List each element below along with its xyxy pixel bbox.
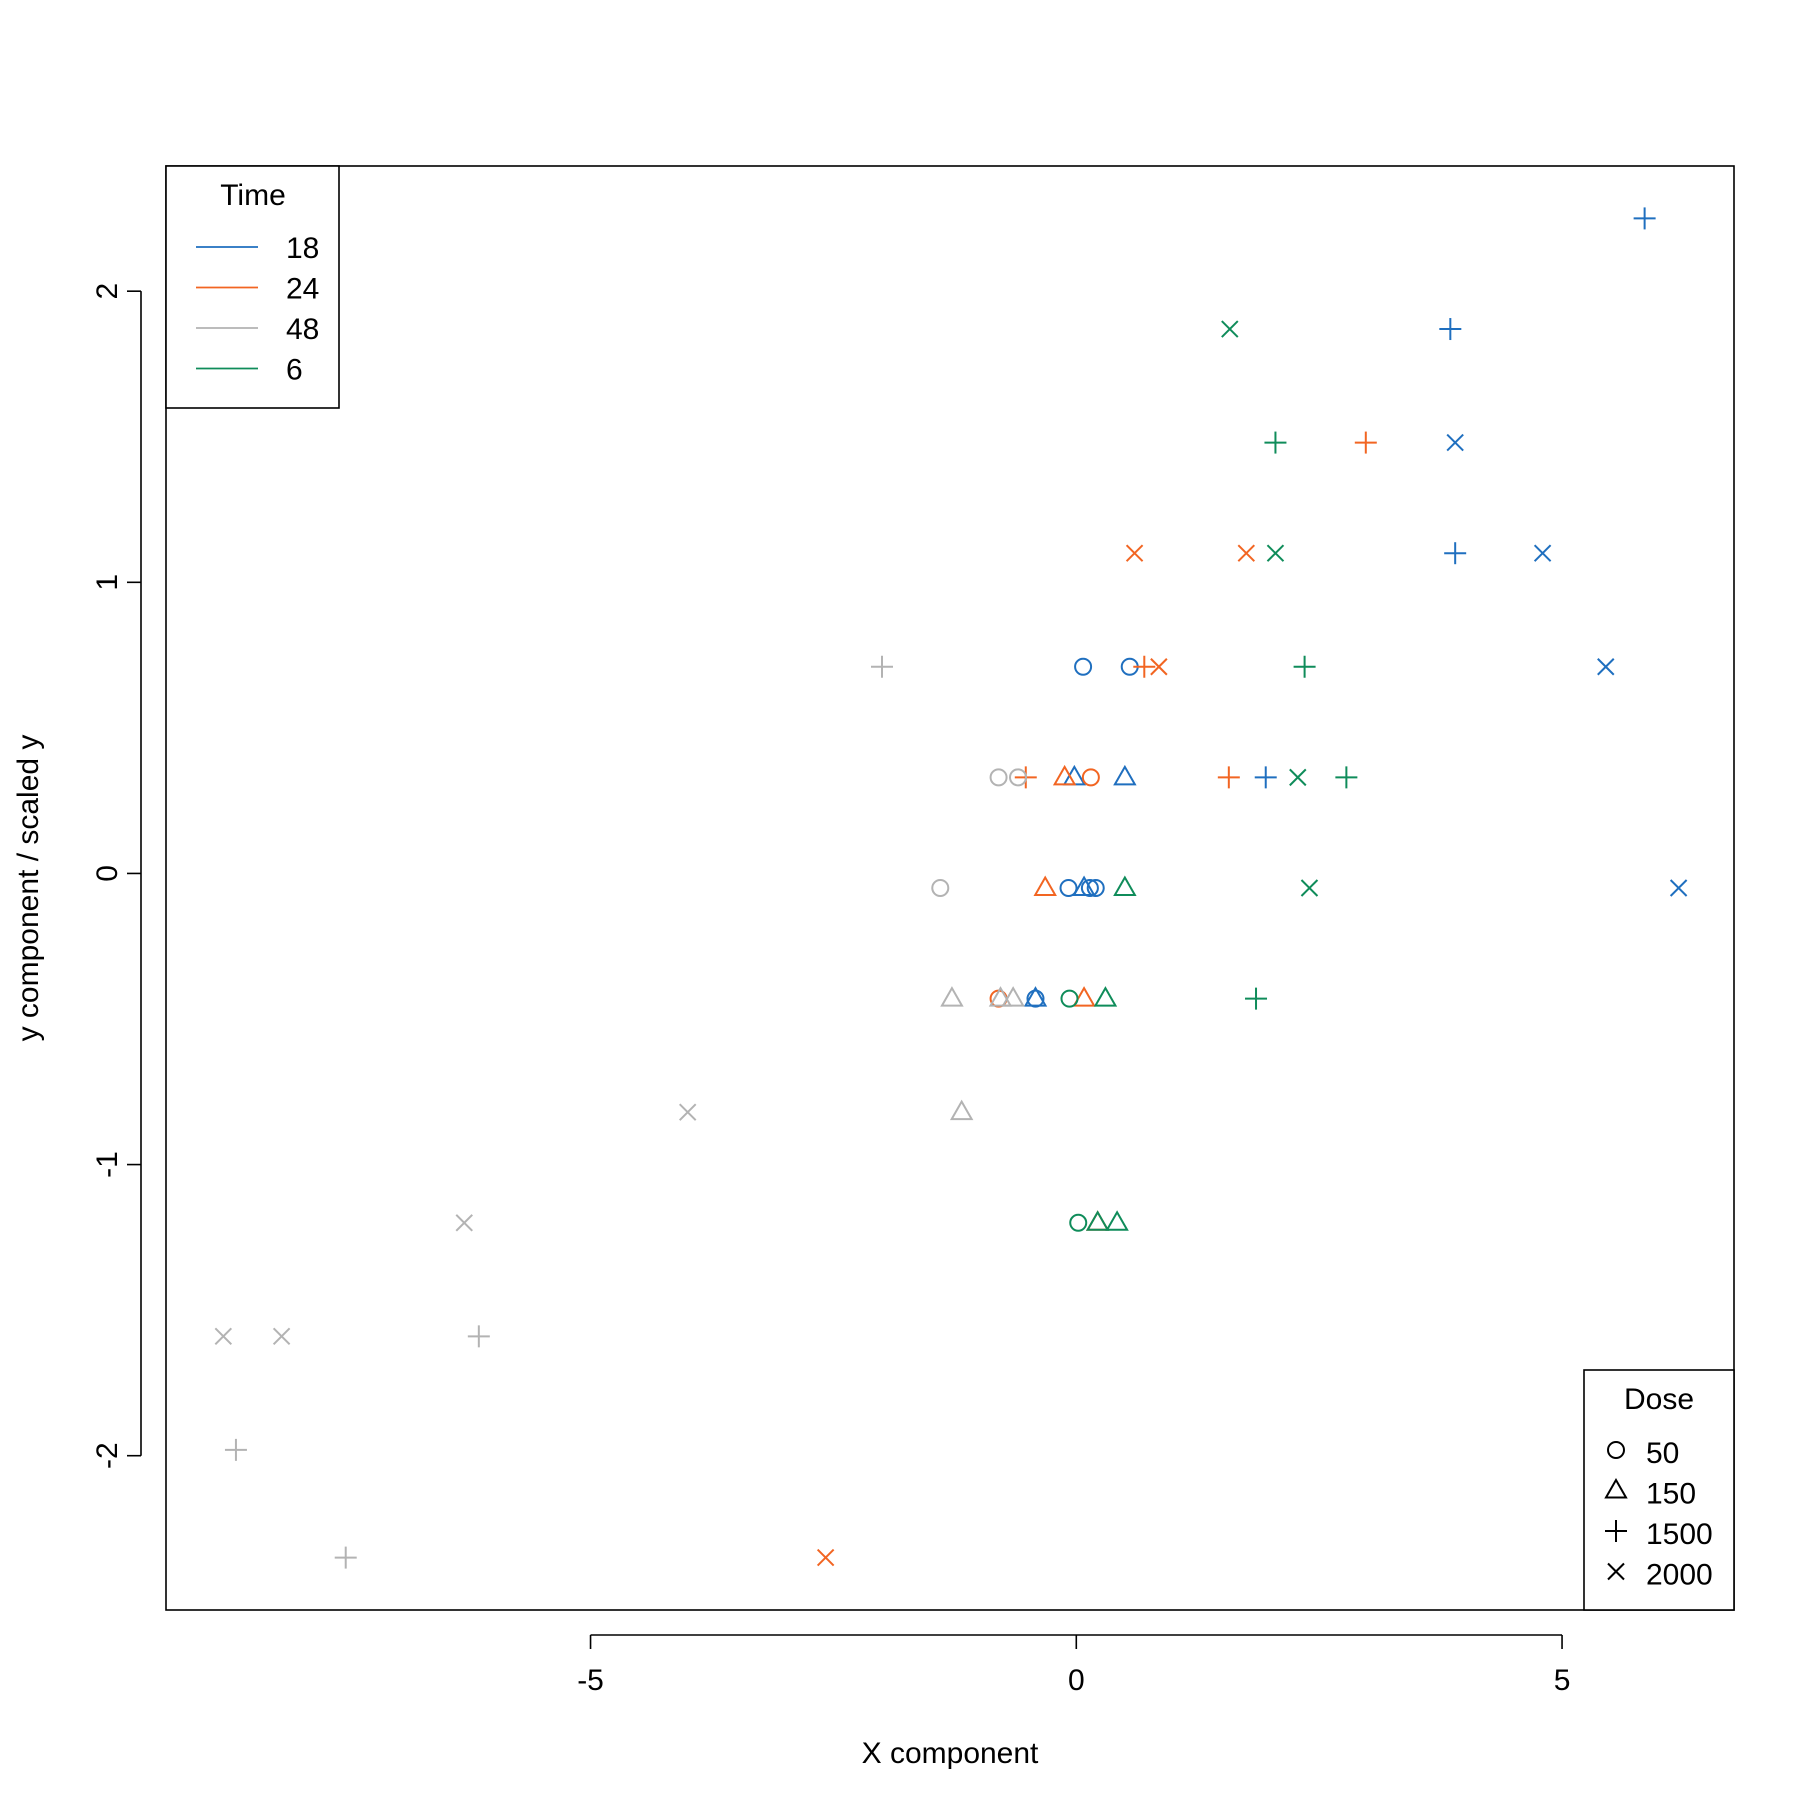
y-tick-label: -2 — [91, 1442, 124, 1469]
data-point — [1060, 989, 1079, 1008]
data-point — [1085, 1210, 1110, 1231]
time-legend-title: Time — [220, 179, 286, 212]
data-point — [1217, 766, 1240, 789]
plot-frame — [165, 165, 1735, 1611]
data-point — [1105, 1210, 1129, 1231]
x-axis-label: X component — [862, 1737, 1039, 1770]
data-point — [334, 1546, 357, 1569]
time-legend-items: 18 24 48 6 — [196, 232, 319, 387]
data-point — [949, 1099, 974, 1121]
time-legend-label: 18 — [286, 232, 319, 265]
dose-legend-title: Dose — [1624, 1383, 1694, 1416]
data-point — [1335, 766, 1358, 789]
data-point — [1237, 544, 1256, 562]
data-point — [1085, 1210, 1110, 1231]
data-point — [1669, 879, 1688, 897]
data-point — [1072, 875, 1096, 896]
data-point — [1059, 879, 1078, 897]
data-point — [1533, 544, 1552, 562]
y-tick-label: 2 — [91, 283, 124, 300]
data-point — [1052, 764, 1077, 786]
data-point — [224, 1438, 247, 1461]
data-point — [1633, 207, 1656, 230]
data-point — [989, 768, 1008, 787]
data-point — [1125, 544, 1144, 562]
data-point — [1133, 655, 1156, 678]
data-point — [1289, 768, 1307, 787]
dose-legend: Dose 50 150 1500 2000 — [1583, 1369, 1735, 1611]
data-point — [1254, 766, 1277, 789]
dose-legend-label: 50 — [1646, 1437, 1679, 1470]
x-tick-label: 0 — [1068, 1664, 1085, 1697]
data-point — [1300, 879, 1319, 897]
y-tick-label: -1 — [91, 1151, 124, 1178]
data-point — [1026, 989, 1045, 1008]
data-point — [1033, 875, 1057, 896]
data-point — [1264, 431, 1287, 454]
data-point — [1221, 320, 1239, 338]
data-point — [1069, 1213, 1088, 1232]
x-tick-label: 5 — [1554, 1664, 1571, 1697]
dose-legend-symbol — [1604, 1477, 1628, 1499]
dose-legend-items: 50 150 1500 2000 — [1604, 1437, 1713, 1592]
data-point — [272, 1327, 291, 1346]
data-point — [467, 1325, 490, 1348]
data-point — [1266, 544, 1285, 562]
data-point — [1081, 768, 1100, 787]
time-legend-label: 6 — [286, 354, 303, 387]
data-point — [1074, 657, 1093, 676]
data-point — [940, 986, 964, 1007]
data-point — [1001, 986, 1025, 1007]
data-point — [1080, 879, 1099, 897]
time-legend-label: 48 — [286, 313, 319, 346]
data-point — [1293, 655, 1316, 678]
dose-legend-label: 150 — [1646, 1478, 1696, 1511]
dose-legend-symbol — [1605, 1520, 1627, 1542]
data-point — [1093, 986, 1118, 1007]
data-point — [1245, 987, 1268, 1010]
data-point — [870, 655, 893, 678]
data-point — [816, 1548, 835, 1567]
y-tick-label: 1 — [91, 574, 124, 591]
data-point — [988, 986, 1013, 1007]
y-axis-label: y component / scaled y — [12, 735, 45, 1042]
data-point — [1597, 658, 1615, 676]
data-point — [1086, 879, 1105, 897]
y-tick-label: 0 — [91, 865, 124, 882]
dose-legend-box — [1583, 1369, 1735, 1611]
dose-legend-label: 2000 — [1646, 1559, 1713, 1592]
data-point — [931, 879, 950, 897]
data-point — [1444, 542, 1467, 565]
data-point — [1354, 431, 1377, 454]
dose-legend-label: 1500 — [1646, 1518, 1713, 1551]
dose-legend-symbol — [1607, 1441, 1625, 1459]
axes-layer: -5 0 5 -2 -1 0 1 2 — [91, 283, 1570, 1697]
data-point — [1009, 768, 1028, 787]
time-legend-label: 24 — [286, 273, 319, 306]
dose-legend-symbol — [1607, 1562, 1625, 1581]
data-point — [1113, 875, 1137, 896]
time-legend: Time 18 24 48 6 — [165, 165, 340, 409]
data-point — [1439, 318, 1462, 341]
data-point — [1072, 986, 1096, 1007]
data-point — [1446, 433, 1464, 452]
data-point — [214, 1327, 233, 1346]
data-point — [455, 1214, 473, 1232]
data-point — [678, 1103, 697, 1121]
data-point — [1062, 764, 1087, 786]
data-point — [1150, 658, 1168, 676]
points-layer — [214, 207, 1688, 1569]
x-tick-label: -5 — [577, 1664, 604, 1697]
data-point — [1113, 764, 1137, 786]
